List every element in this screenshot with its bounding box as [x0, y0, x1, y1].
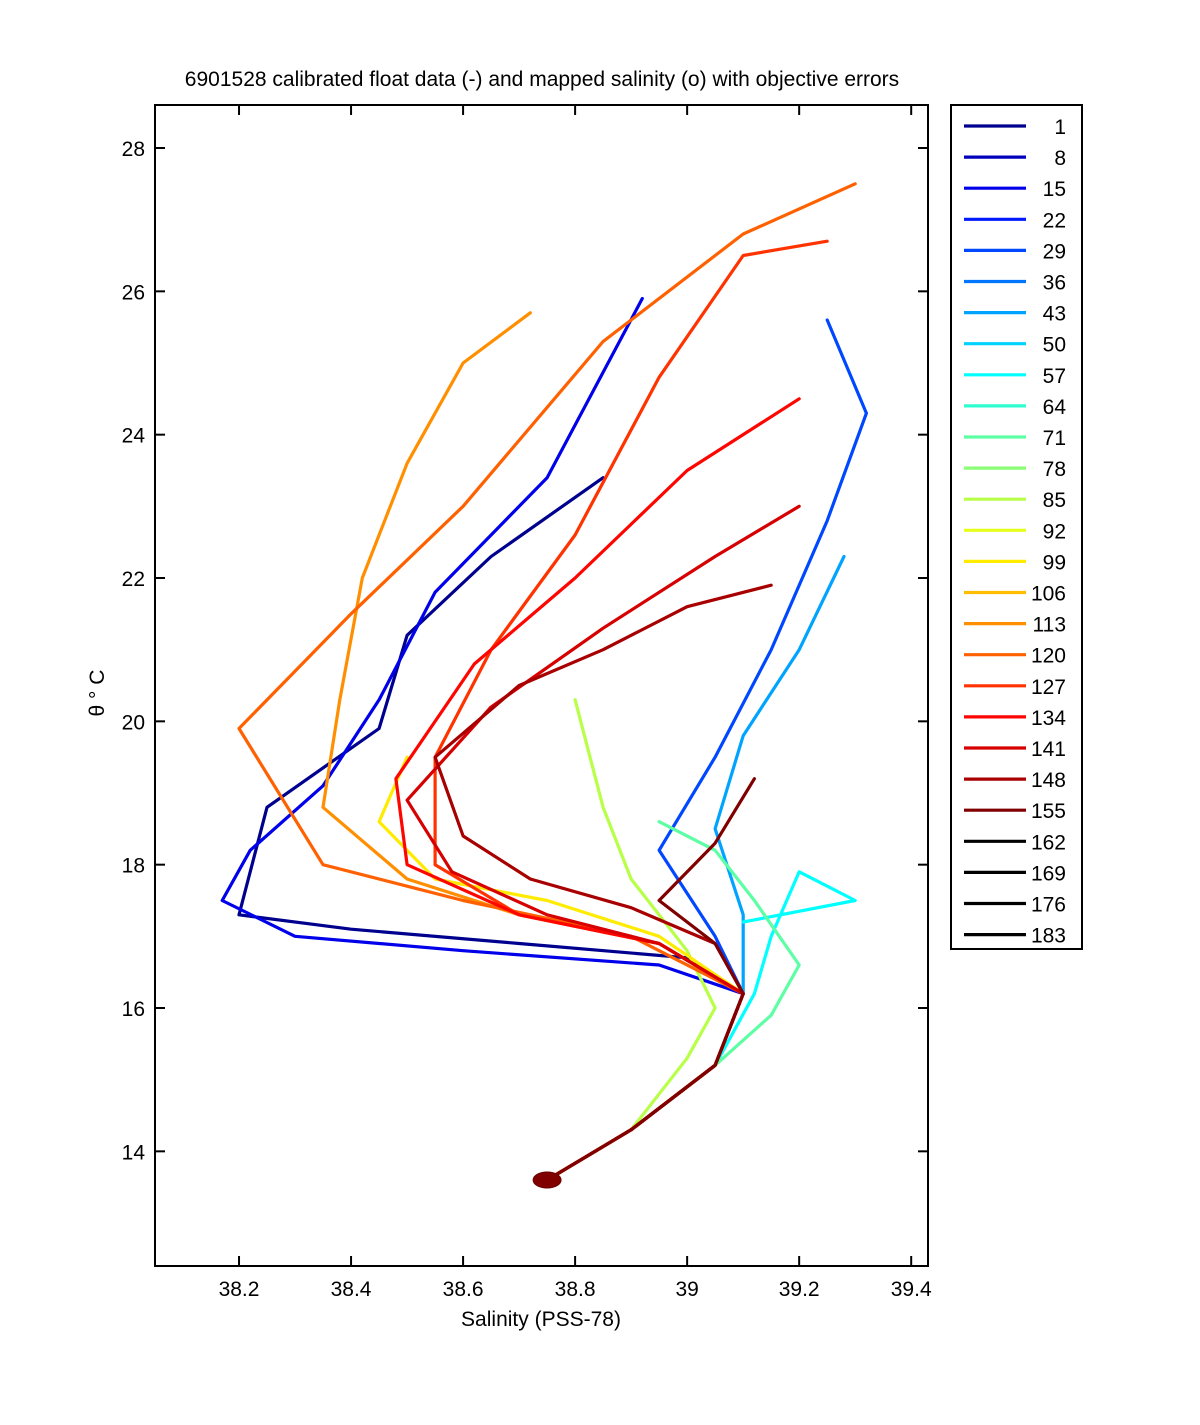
- legend-box: [950, 104, 1083, 950]
- plot-frame: [154, 104, 929, 1267]
- legend-label-71: 71: [1043, 427, 1066, 450]
- legend-label-36: 36: [1043, 272, 1066, 295]
- series-line-85: [545, 698, 717, 1182]
- tick-layer: 38.2 38.4 38.6 38.8 39 39.2 39.4 14 16 18 20 22 24 26…: [122, 105, 932, 1301]
- legend-label-22: 22: [1043, 209, 1066, 232]
- legend-label-78: 78: [1043, 458, 1066, 481]
- y-tick-label: 18: [122, 855, 145, 878]
- legend-items: 1 8 15 22 29 36 43 50 57 64 71 78 85 92 99 106 113 120 127…: [964, 116, 1066, 948]
- plot-area: [155, 105, 928, 1266]
- x-tick-label: 39.2: [779, 1278, 820, 1301]
- y-tick-label: 24: [122, 425, 146, 448]
- legend-label-141: 141: [1031, 738, 1066, 761]
- legend-label-162: 162: [1031, 831, 1066, 854]
- legend-label-43: 43: [1043, 303, 1066, 326]
- legend-label-15: 15: [1043, 178, 1066, 201]
- endpoint-layer: [532, 1171, 562, 1189]
- legend-label-155: 155: [1031, 800, 1066, 823]
- legend-label-99: 99: [1043, 551, 1066, 574]
- x-tick-label: 38.6: [443, 1278, 484, 1301]
- legend-label-85: 85: [1043, 489, 1066, 512]
- x-tick-label: 39: [675, 1278, 698, 1301]
- y-tick-label: 26: [122, 281, 145, 304]
- series-layer: [220, 182, 868, 1182]
- x-tick-label: 38.4: [331, 1278, 372, 1301]
- series-line-155: [545, 777, 756, 1182]
- legend-label-120: 120: [1031, 645, 1066, 668]
- x-tick-label: 38.2: [219, 1278, 260, 1301]
- legend-label-127: 127: [1031, 676, 1066, 699]
- legend-label-134: 134: [1031, 707, 1066, 730]
- y-axis-title: θ ° C: [86, 670, 109, 717]
- legend-label-57: 57: [1043, 365, 1066, 388]
- y-tick-label: 16: [122, 998, 145, 1021]
- legend-label-183: 183: [1031, 925, 1066, 948]
- legend-label-64: 64: [1043, 396, 1067, 419]
- x-axis-title: Salinity (PSS-78): [461, 1308, 621, 1331]
- y-tick-label: 14: [122, 1141, 146, 1164]
- legend: 1 8 15 22 29 36 43 50 57 64 71 78 85 92 99 106 113 120 127…: [950, 104, 1083, 950]
- legend-label-50: 50: [1043, 334, 1066, 357]
- x-tick-label: 38.8: [555, 1278, 596, 1301]
- y-tick-label: 20: [122, 711, 145, 734]
- legend-label-106: 106: [1031, 583, 1066, 606]
- y-tick-label: 28: [122, 138, 145, 161]
- legend-label-92: 92: [1043, 520, 1066, 543]
- legend-label-113: 113: [1033, 614, 1066, 637]
- legend-label-169: 169: [1031, 862, 1066, 885]
- deep-endpoint-marker: [532, 1171, 562, 1189]
- legend-label-176: 176: [1031, 894, 1066, 917]
- legend-label-1: 1: [1054, 116, 1066, 139]
- legend-label-8: 8: [1054, 147, 1066, 170]
- x-tick-label: 39.4: [891, 1278, 932, 1301]
- chart-title: 6901528 calibrated float data (-) and ma…: [185, 68, 899, 91]
- legend-label-148: 148: [1031, 769, 1066, 792]
- y-tick-label: 22: [122, 568, 145, 591]
- legend-label-29: 29: [1043, 240, 1066, 263]
